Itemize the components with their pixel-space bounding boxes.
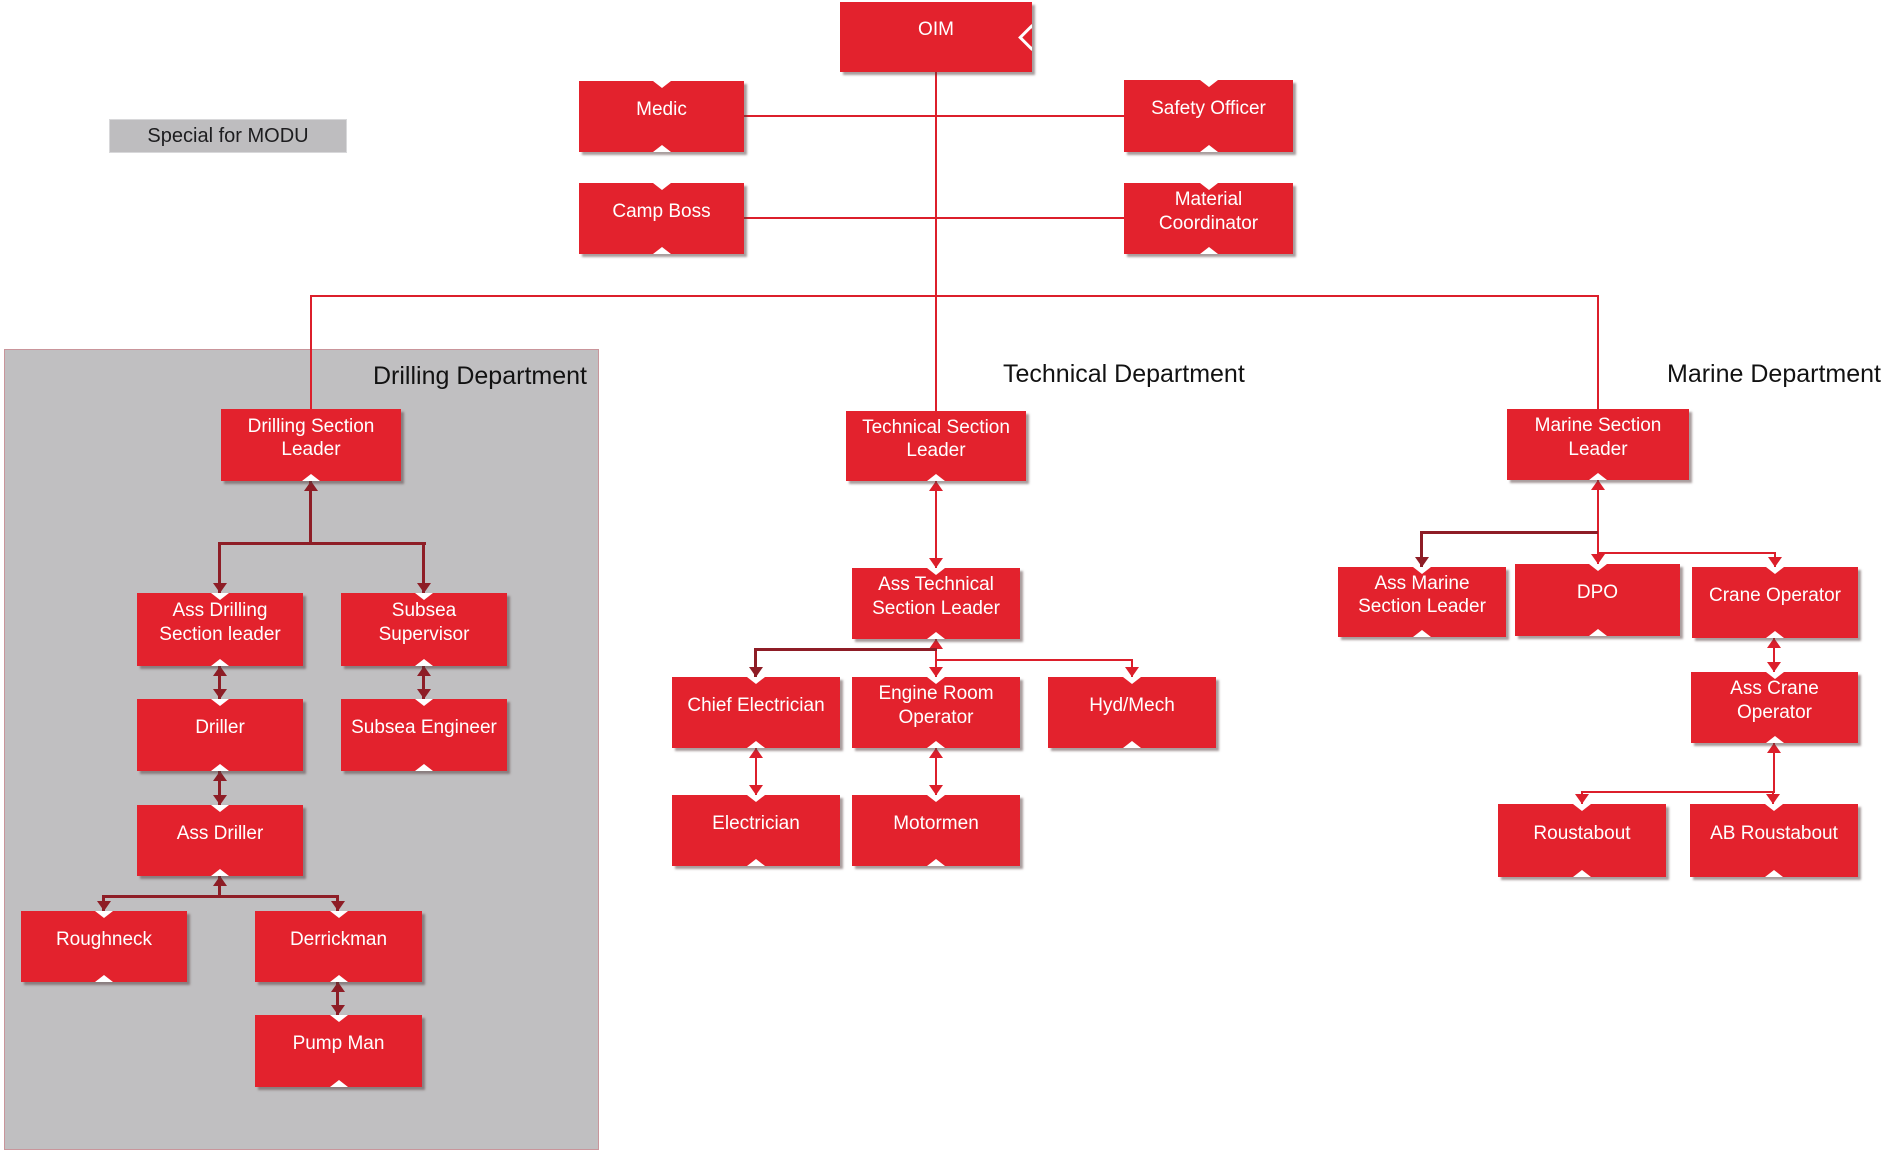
- connector-line: [416, 666, 431, 699]
- node-label: Ass Crane Operator: [1730, 678, 1819, 723]
- node-dpo: DPO: [1515, 564, 1680, 636]
- node-label: Camp Boss: [612, 200, 711, 222]
- connector-line: [212, 666, 227, 699]
- node-label: Hyd/Mech: [1089, 694, 1175, 716]
- technical-department-header: Technical Department: [1003, 360, 1245, 388]
- connector-line: [1597, 295, 1599, 409]
- connector-line: [1581, 791, 1774, 793]
- node-ass-crane-operator: Ass Crane Operator: [1691, 672, 1858, 743]
- node-safety-officer: Safety Officer: [1124, 80, 1293, 152]
- node-label: Subsea Supervisor: [378, 600, 470, 645]
- node-material-coordinator: Material Coordinator: [1124, 183, 1293, 254]
- connector-line: [749, 748, 763, 795]
- node-ass-driller: Ass Driller: [137, 805, 303, 876]
- connector-line: [748, 648, 763, 677]
- node-label: Ass Drilling Section leader: [159, 600, 281, 645]
- node-label: DPO: [1576, 582, 1619, 604]
- connector-line: [310, 295, 312, 409]
- node-label: Ass Technical Section Leader: [872, 574, 1000, 619]
- node-label: OIM: [918, 19, 954, 41]
- node-label: Ass Marine Section Leader: [1358, 572, 1486, 617]
- connector-line: [212, 876, 227, 897]
- connector-line: [755, 648, 937, 651]
- connector-line: [929, 639, 943, 677]
- node-camp-boss: Camp Boss: [579, 183, 744, 254]
- node-motormen: Motormen: [852, 795, 1020, 866]
- connector-line: [935, 72, 937, 411]
- connector-line: [929, 481, 943, 568]
- node-roughneck: Roughneck: [21, 911, 187, 982]
- node-label: Subsea Engineer: [351, 717, 497, 739]
- node-electrician: Electrician: [672, 795, 840, 866]
- node-marine-section-leader: Marine Section Leader: [1507, 409, 1689, 480]
- connector-line: [96, 895, 111, 911]
- node-label: Marine Section Leader: [1534, 415, 1662, 460]
- node-oim: OIM: [840, 2, 1032, 72]
- node-label: Ass Driller: [176, 822, 264, 844]
- connector-line: [1420, 531, 1598, 534]
- node-label: Driller: [195, 717, 245, 739]
- connector-line: [744, 217, 1124, 219]
- marine-department-header: Marine Department: [1667, 360, 1881, 388]
- node-label: Technical Section Leader: [862, 416, 1010, 461]
- node-technical-section-leader: Technical Section Leader: [846, 411, 1026, 481]
- node-pump-man: Pump Man: [255, 1015, 422, 1087]
- connector-line: [744, 115, 1124, 117]
- connector-line: [1591, 480, 1605, 564]
- connector-line: [936, 659, 1132, 661]
- node-ass-drilling-section-leader: Ass Drilling Section leader: [137, 593, 303, 666]
- node-label: Medic: [636, 98, 687, 120]
- node-hyd-mech: Hyd/Mech: [1048, 677, 1216, 748]
- connector-line: [303, 481, 318, 544]
- connector-line: [1414, 531, 1429, 567]
- connector-line: [1575, 791, 1589, 804]
- special-for-modu-text: Special for MODU: [147, 124, 309, 147]
- node-engine-room-operator: Engine Room Operator: [852, 677, 1020, 748]
- connector-line: [330, 895, 345, 911]
- node-label: Safety Officer: [1151, 98, 1266, 120]
- node-label: Derrickman: [289, 928, 388, 950]
- node-label: Crane Operator: [1708, 584, 1841, 606]
- node-label: Motormen: [893, 812, 979, 834]
- node-label: Roustabout: [1533, 822, 1631, 844]
- drilling-department-header: Drilling Department: [373, 362, 587, 390]
- connector-line: [1597, 552, 1775, 554]
- connector-line: [1767, 743, 1781, 793]
- node-label: Pump Man: [292, 1033, 385, 1055]
- node-label: Drilling Section Leader: [247, 415, 375, 460]
- node-chief-electrician: Chief Electrician: [672, 677, 840, 748]
- connector-line: [1125, 659, 1139, 677]
- node-derrickman: Derrickman: [255, 911, 422, 982]
- connector-line: [218, 542, 426, 545]
- connector-line: [1768, 552, 1782, 567]
- connector-line: [330, 982, 345, 1015]
- node-driller: Driller: [137, 699, 303, 771]
- node-medic: Medic: [579, 81, 744, 152]
- connector-line: [929, 748, 943, 795]
- connector-line: [102, 895, 339, 898]
- connector-line: [416, 542, 431, 593]
- node-label: Engine Room Operator: [878, 683, 994, 728]
- node-subsea-supervisor: Subsea Supervisor: [341, 593, 507, 666]
- node-ab-roustabout: AB Roustabout: [1690, 804, 1858, 877]
- connector-line: [1767, 638, 1781, 672]
- node-subsea-engineer: Subsea Engineer: [341, 699, 507, 771]
- connector-line: [212, 771, 227, 805]
- node-label: AB Roustabout: [1710, 822, 1838, 844]
- connector-line: [310, 295, 1598, 297]
- node-ass-technical-section-leader: Ass Technical Section Leader: [852, 568, 1020, 639]
- node-label: Electrician: [712, 812, 800, 834]
- node-ass-marine-section-leader: Ass Marine Section Leader: [1338, 567, 1506, 637]
- node-label: Chief Electrician: [687, 694, 825, 716]
- connector-line: [1766, 791, 1780, 804]
- special-for-modu-label: Special for MODU: [109, 119, 347, 153]
- node-roustabout: Roustabout: [1498, 804, 1666, 877]
- connector-line: [212, 542, 227, 593]
- collapse-chevron-icon: [1018, 24, 1032, 51]
- node-label: Material Coordinator: [1158, 189, 1259, 234]
- node-crane-operator: Crane Operator: [1692, 567, 1858, 638]
- node-drilling-section-leader: Drilling Section Leader: [221, 409, 401, 481]
- node-label: Roughneck: [55, 928, 153, 950]
